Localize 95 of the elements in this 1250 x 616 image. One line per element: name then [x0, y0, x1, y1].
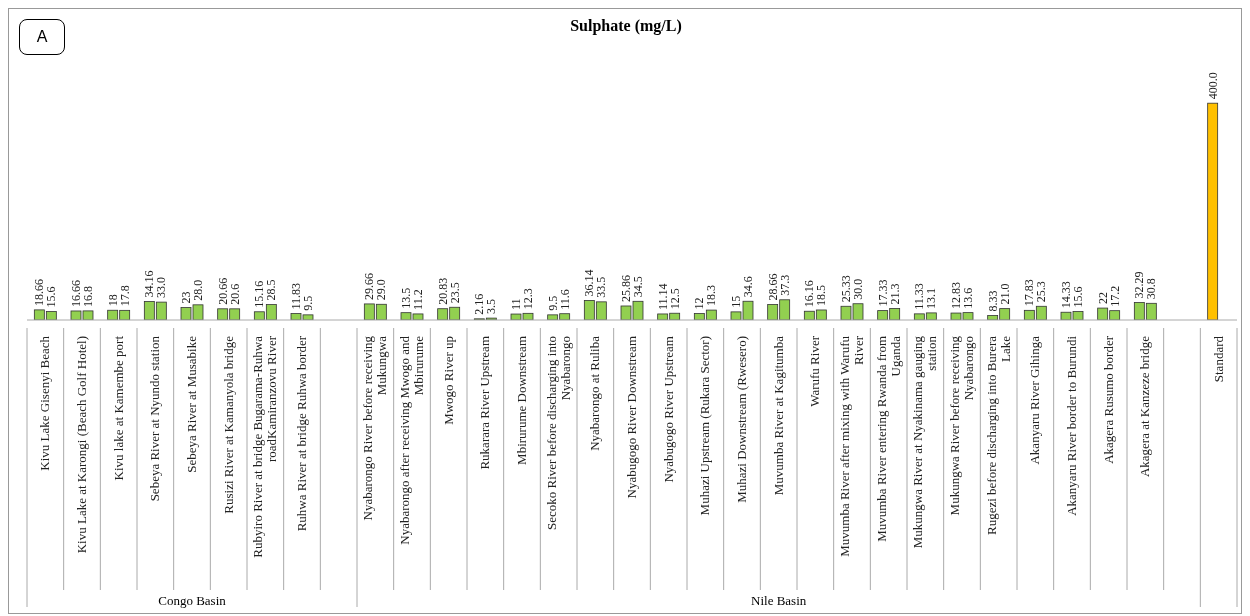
- x-tick-label: Warufu River: [807, 335, 823, 407]
- data-label: 29.66: [362, 272, 377, 300]
- x-tick-label: Rubyiro River at bridge Bugarama-Ruhwa roadKamiranzovu River: [250, 335, 280, 558]
- data-label: 34.6: [741, 276, 755, 298]
- data-label: 33.5: [594, 276, 609, 298]
- x-tick-label: Akagera Rusumo border: [1100, 335, 1116, 464]
- x-tick-label: Akagera at Kanzeze bridge: [1137, 335, 1153, 478]
- x-tick-label: Sebeya River at Nyundo station: [147, 335, 163, 502]
- data-label: 11.83: [289, 283, 303, 310]
- data-label: 400.0: [1205, 72, 1220, 100]
- data-label: 28.66: [765, 273, 780, 301]
- data-label: 25.33: [839, 275, 853, 303]
- x-tick-label: Mbirurume Downstream: [514, 336, 529, 465]
- x-tick-label: Mukungwa River at Nyakinama gauging station: [910, 335, 940, 549]
- data-label: 22: [1095, 292, 1110, 305]
- data-label: 17.8: [117, 285, 132, 307]
- data-label: 13.5: [399, 287, 413, 309]
- x-tick-label: Akanyaru River Gihinga: [1027, 335, 1043, 465]
- data-label: 28.0: [191, 279, 205, 301]
- data-label: 34.16: [142, 270, 157, 298]
- x-tick-label: Standard: [1210, 335, 1226, 383]
- x-tick-label: Mwogo River up: [440, 336, 456, 425]
- data-label: 11.14: [655, 283, 670, 310]
- data-label: 28.5: [264, 279, 279, 301]
- data-label: 20.6: [227, 283, 242, 305]
- x-tick-label: Nyabarongo at Ruliba: [587, 335, 603, 451]
- text: A: [19, 19, 65, 55]
- data-label: 21.3: [887, 283, 902, 305]
- data-label: 12.83: [949, 282, 963, 310]
- data-label: 20.66: [215, 277, 230, 305]
- x-tick-label: Muvumba River entering Rwanda from Uganda: [873, 335, 903, 542]
- x-tick-label: Nyabarongo after receiving Mwogo and Mbirurume: [397, 335, 426, 545]
- data-label: 25.3: [1034, 281, 1049, 303]
- data-label: 15: [729, 295, 743, 308]
- x-tick-label: Nyabarongo River before receiving Mukungwa: [360, 335, 390, 521]
- x-tick-label: Rusizi River at Kamanyola bridge: [220, 335, 236, 514]
- x-tick-label: Rugezi before discharging into Burera Lake: [983, 335, 1013, 536]
- data-label: 16.66: [69, 279, 83, 307]
- data-label: 14.33: [1059, 281, 1073, 309]
- data-label: 21.0: [997, 283, 1012, 305]
- data-label: 13.1: [924, 287, 939, 309]
- data-label: 30.0: [851, 278, 865, 300]
- data-label: 11.33: [912, 283, 927, 310]
- data-label: 9.5: [545, 295, 560, 311]
- x-tick-label: Nyabugogo River Downstream: [624, 336, 639, 499]
- data-label: 36.14: [582, 269, 597, 297]
- data-label: 15.16: [252, 280, 267, 308]
- x-tick-label: Muvumba River at Kagitumba: [770, 335, 786, 496]
- data-label: 17.33: [875, 279, 890, 307]
- x-tick-label: Muhazi Upstream (Rukara Sector): [697, 336, 713, 516]
- chart-title: Sulphate (mg/L): [570, 17, 682, 34]
- x-tick-label: Nyabugogo River Upstream: [660, 336, 676, 483]
- data-label: 34.5: [631, 276, 645, 298]
- x-tick-label: Rukarara River Upstream: [477, 336, 493, 470]
- x-tick-label: Secoko River before discharging into Nyabarongo: [543, 336, 573, 530]
- data-label: 37.3: [777, 274, 792, 296]
- data-label: 16.8: [81, 285, 95, 307]
- data-label: 11: [509, 298, 523, 311]
- data-label: 18.5: [814, 284, 829, 306]
- data-label: 20.83: [435, 277, 450, 305]
- data-label: 17.83: [1022, 279, 1037, 307]
- data-label: 15.6: [44, 286, 59, 308]
- data-label: 25.86: [619, 274, 633, 302]
- data-label: 29.0: [374, 279, 389, 301]
- x-tick-label: Muvumba River after mixing with Warufu River: [837, 335, 866, 557]
- text: Congo Basin: [157, 593, 227, 609]
- data-label: 15.6: [1071, 286, 1085, 308]
- data-label: 12.3: [521, 288, 535, 310]
- data-label: 9.5: [301, 295, 315, 311]
- data-label: 30.8: [1144, 278, 1159, 300]
- data-label: 13.6: [961, 287, 975, 309]
- data-label: 18.66: [32, 278, 47, 306]
- data-label: 11.6: [557, 289, 572, 310]
- data-label: 17.2: [1107, 285, 1122, 307]
- text: Nile Basin: [750, 593, 808, 609]
- data-label: 16.16: [802, 280, 817, 308]
- data-label: 2.16: [472, 293, 487, 315]
- data-label: 12.5: [667, 288, 682, 310]
- x-tick-label: Kivu Lake at Karongi (Beach Golf Hotel): [74, 336, 89, 554]
- x-tick-label: Muhazi Downstream (Rwesero): [734, 336, 749, 503]
- data-label: 18: [105, 294, 120, 307]
- data-label: 3.5: [484, 299, 499, 315]
- x-tick-label: Kivu Lake Gisenyi Beach: [37, 335, 53, 471]
- data-label: 23.5: [447, 282, 462, 304]
- x-tick-label: Sebeya River at Musabike: [184, 335, 199, 473]
- x-tick-label: Ruhwa River at bridge Ruhwa border: [294, 335, 309, 532]
- data-label: 8.33: [985, 290, 1000, 312]
- x-tick-label: Kivu lake at Kamembe port: [110, 335, 126, 481]
- data-label: 12: [692, 297, 707, 310]
- data-label: 23: [179, 291, 193, 304]
- x-tick-label: Akanyaru River border to Burundi: [1064, 335, 1079, 516]
- data-label: 32.29: [1132, 271, 1147, 299]
- data-label: 33.0: [154, 277, 169, 299]
- data-label: 18.3: [704, 285, 719, 307]
- data-label: 11.2: [411, 289, 425, 310]
